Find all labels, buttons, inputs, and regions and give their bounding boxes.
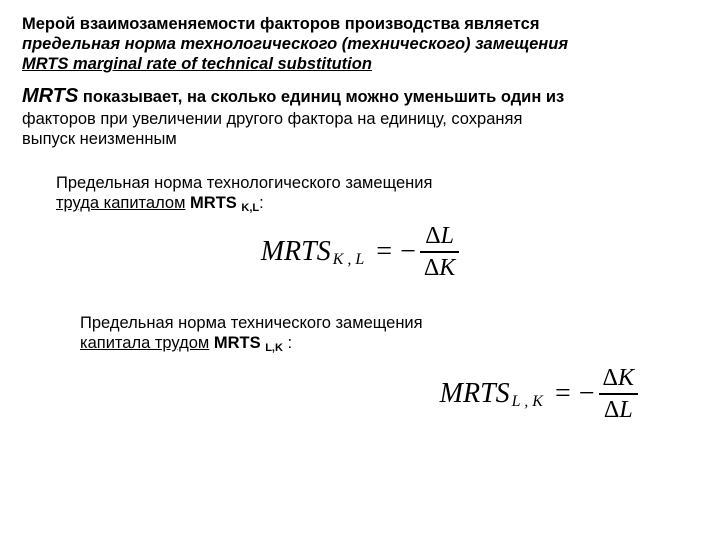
formula1-row: MRTS K , L = − ΔL ΔK [22, 222, 698, 284]
formula2: MRTS L , K = − ΔK ΔL [440, 364, 638, 426]
f2-denominator: ΔL [600, 396, 637, 425]
block1-mrts-sub: K,L [241, 202, 259, 214]
block2-colon: : [283, 334, 292, 352]
def-line2: факторов при увеличении другого фактора … [22, 110, 522, 128]
f2-num-var: K [618, 365, 634, 391]
block2-line1: Предельная норма технического замещения [80, 314, 423, 332]
f2-bar [599, 393, 638, 395]
def-line3: выпуск неизменным [22, 130, 177, 148]
f1-lhs: MRTS [261, 236, 331, 268]
block1-line2-prefix: труда капиталом [56, 194, 185, 212]
formula2-row: MRTS L , K = − ΔK ΔL [22, 364, 698, 426]
f1-num-var: L [441, 223, 454, 249]
intro-line2: предельная норма технологического (техни… [22, 35, 568, 53]
f2-num-delta: Δ [603, 365, 618, 391]
intro-line3: MRTS marginal rate of technical substitu… [22, 55, 372, 73]
def-line1: показывает, на сколько единиц можно умен… [78, 88, 564, 106]
f1-num-delta: Δ [425, 223, 440, 249]
mrts-acronym: MRTS [22, 85, 78, 107]
f1-bar [420, 251, 459, 253]
definition-paragraph: MRTS показывает, на сколько единиц можно… [22, 84, 698, 149]
f1-fraction: ΔL ΔK [420, 222, 459, 284]
formula1: MRTS K , L = − ΔL ΔK [261, 222, 460, 284]
f1-minus: − [400, 236, 416, 268]
f2-eq: = [555, 378, 571, 410]
f1-sub: K , L [333, 251, 365, 269]
f2-numerator: ΔK [599, 364, 638, 393]
f2-sub: L , K [512, 393, 543, 411]
f1-den-var: K [439, 255, 455, 281]
f1-denominator: ΔK [420, 254, 459, 283]
intro-line1: Мерой взаимозаменяемости факторов произв… [22, 15, 539, 33]
page: Мерой взаимозаменяемости факторов произв… [0, 0, 720, 435]
intro-paragraph: Мерой взаимозаменяемости факторов произв… [22, 14, 698, 74]
block1-heading: Предельная норма технологического замеще… [56, 173, 698, 216]
f2-den-var: L [619, 397, 632, 423]
f1-eq: = [376, 236, 392, 268]
block1-colon: : [259, 194, 264, 212]
block2-mrts-label: MRTS [214, 334, 265, 352]
f2-fraction: ΔK ΔL [599, 364, 638, 426]
f2-lhs: MRTS [440, 378, 510, 410]
block2-heading: Предельная норма технического замещения … [80, 313, 698, 356]
f2-minus: − [579, 378, 595, 410]
f1-numerator: ΔL [421, 222, 458, 251]
block1-line1: Предельная норма технологического замеще… [56, 174, 432, 192]
block2-line2-prefix: капитала трудом [80, 334, 209, 352]
f1-den-delta: Δ [424, 255, 439, 281]
f2-den-delta: Δ [604, 397, 619, 423]
block2-mrts-sub: L,K [265, 342, 283, 354]
block1-mrts-label: MRTS [190, 194, 241, 212]
